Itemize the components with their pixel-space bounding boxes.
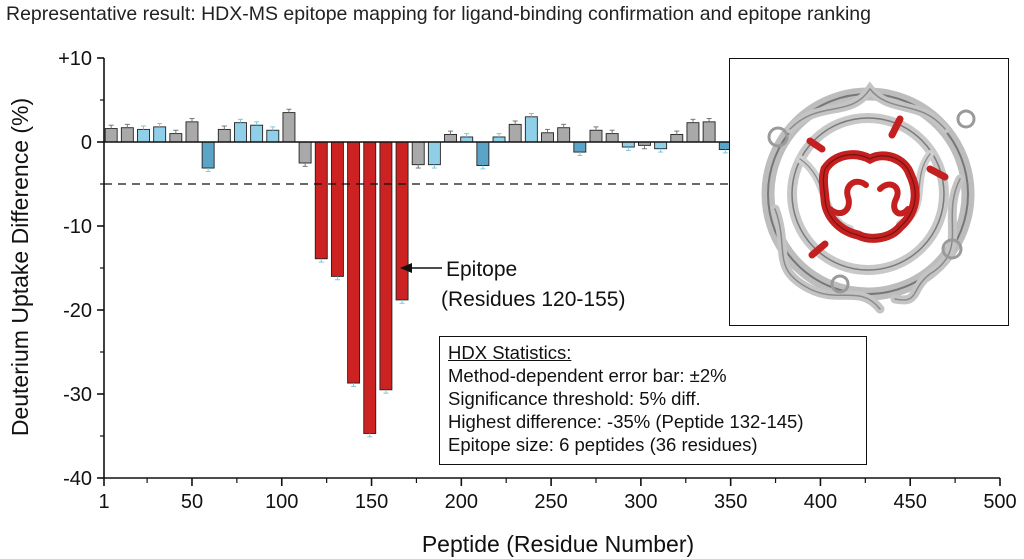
bar-1 xyxy=(120,127,134,143)
bar-12 xyxy=(298,141,312,164)
bar-8 xyxy=(234,122,247,143)
bar-11 xyxy=(282,112,296,143)
bar-21 xyxy=(444,133,457,143)
bar-37 xyxy=(702,121,716,143)
x-tick-label: 50 xyxy=(181,491,203,513)
y-axis-title: Deuterium Uptake Difference (%) xyxy=(7,98,33,436)
bar-13 xyxy=(314,141,328,260)
stats-line-highest-difference: Highest difference: -35% (Peptide 132-14… xyxy=(448,411,804,432)
stats-line-error-bar: Method-dependent error bar: ±2% xyxy=(448,365,727,386)
x-axis-title: Peptide (Residue Number) xyxy=(422,531,694,557)
bar-19 xyxy=(411,141,425,166)
hdx-statistics-box: HDX Statistics: Method-dependent error b… xyxy=(439,336,867,465)
bar-9 xyxy=(250,124,264,143)
x-tick-label: 200 xyxy=(445,491,478,513)
x-tick-label: 1 xyxy=(98,491,109,513)
bar-34 xyxy=(654,141,668,150)
bar-30 xyxy=(589,129,603,143)
bar-31 xyxy=(605,133,619,143)
bar-28 xyxy=(557,127,571,143)
bar-4 xyxy=(169,133,183,143)
x-ticks: 1 50 100 150 200 250 300 350 400 450 500 xyxy=(98,478,1017,513)
bar-16 xyxy=(363,141,377,434)
y-tick-label: +10 xyxy=(58,48,92,70)
bar-32 xyxy=(621,141,635,148)
x-tick-label: 100 xyxy=(265,491,298,513)
bar-2 xyxy=(137,128,150,143)
stats-heading: HDX Statistics: xyxy=(448,342,572,363)
bar-27 xyxy=(541,132,554,143)
epitope-arrow-head xyxy=(400,263,412,273)
error-bars-layer xyxy=(108,108,992,438)
bar-35 xyxy=(670,133,684,143)
stats-line-threshold: Significance threshold: 5% diff. xyxy=(448,388,701,409)
y-ticks: +10 0 -10 -20 -30 -40 xyxy=(58,48,104,490)
bar-36 xyxy=(686,122,700,143)
bars-layer xyxy=(104,112,996,434)
bar-6 xyxy=(201,141,215,169)
epitope-residues-label: (Residues 120-155) xyxy=(441,288,625,311)
x-tick-label: 450 xyxy=(894,491,927,513)
bar-29 xyxy=(573,141,587,153)
epitope-annotation: Epitope (Residues 120-155) xyxy=(400,258,625,311)
bar-0 xyxy=(104,128,118,143)
protein-structure-inset xyxy=(729,58,1009,326)
bar-10 xyxy=(266,129,280,143)
x-tick-label: 250 xyxy=(534,491,567,513)
bar-24 xyxy=(492,136,506,143)
bar-26 xyxy=(524,116,538,143)
chart-title: Representative result: HDX-MS epitope ma… xyxy=(6,3,871,25)
y-tick-label: -40 xyxy=(63,468,92,490)
bar-23 xyxy=(476,141,490,166)
x-tick-label: 150 xyxy=(355,491,388,513)
bar-7 xyxy=(217,128,231,143)
x-tick-label: 500 xyxy=(983,491,1016,513)
bar-5 xyxy=(185,121,199,143)
x-tick-label: 350 xyxy=(714,491,747,513)
bar-3 xyxy=(153,126,167,143)
bar-17 xyxy=(379,141,393,391)
y-tick-label: -30 xyxy=(63,384,92,406)
bar-15 xyxy=(347,141,361,384)
y-tick-label: -20 xyxy=(63,300,92,322)
y-tick-label: -10 xyxy=(63,216,92,238)
bar-20 xyxy=(427,141,441,166)
bar-18 xyxy=(395,141,409,301)
bar-25 xyxy=(508,123,522,143)
stats-line-epitope-size: Epitope size: 6 peptides (36 residues) xyxy=(448,434,758,455)
protein-structure-image xyxy=(761,81,976,314)
y-tick-label: 0 xyxy=(81,132,92,154)
epitope-label: Epitope xyxy=(446,258,517,281)
x-tick-label: 400 xyxy=(804,491,837,513)
bar-22 xyxy=(460,136,474,143)
bar-14 xyxy=(330,141,344,277)
x-tick-label: 300 xyxy=(624,491,657,513)
